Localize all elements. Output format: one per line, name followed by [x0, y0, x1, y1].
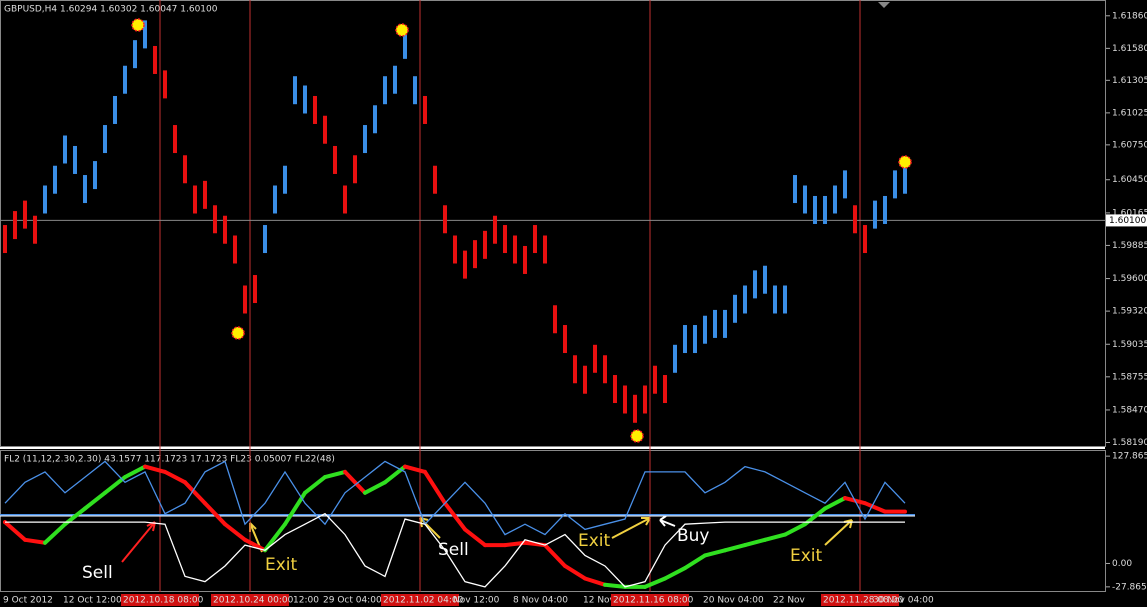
x-tick-label: 8 Nov 04:00: [513, 596, 568, 606]
oscillator-segment: [203, 501, 227, 527]
signal-star: [898, 155, 912, 169]
oscillator-segment: [303, 475, 327, 495]
oscillator-segment: [583, 576, 607, 587]
oscillator-segment: [123, 464, 147, 480]
y-tick-label: 1.61860: [1112, 11, 1147, 21]
oscillator-segment: [183, 480, 207, 506]
annotation: Buy: [677, 526, 710, 546]
oscillator-segment: [83, 490, 107, 511]
x-tick-label: 20 Nov 04:00: [703, 596, 764, 606]
oscillator-segment: [443, 501, 467, 532]
oscillator-segment: [43, 522, 67, 545]
y-tick-label: -27.8654: [1112, 582, 1147, 592]
current-price-box: [1106, 214, 1147, 227]
oscillator-segment: [23, 537, 47, 545]
scroll-icon: [878, 2, 890, 8]
x-tick-label: 12:00: [293, 596, 319, 606]
y-tick-label: 1.60450: [1112, 175, 1147, 185]
date-highlight: [821, 594, 899, 606]
oscillator-segment: [603, 582, 627, 589]
x-tick-label: 2012.11.02 04:00: [383, 596, 464, 606]
x-tick-label: Nov 12:00: [453, 596, 500, 606]
oscillator-segment: [763, 532, 787, 542]
oscillator-segment: [463, 527, 487, 548]
x-tick-label: 12 Oct 12:00: [63, 596, 122, 606]
signal-star: [231, 326, 245, 340]
annotation: Exit: [578, 531, 611, 551]
oscillator-segment: [543, 543, 567, 568]
x-tick-label: 29 Oct 04:00: [323, 596, 382, 606]
oscillator-segment: [263, 522, 287, 553]
x-tick-label: 30 Nov 04:00: [873, 596, 934, 606]
y-tick-label: 1.60165: [1112, 208, 1147, 218]
oscillator-segment: [3, 520, 27, 542]
y-tick-label: 1.58470: [1112, 405, 1147, 415]
annotation: Exit: [265, 555, 298, 575]
x-tick-label: 9 Oct 2012: [3, 596, 53, 606]
oscillator-segment: [783, 522, 807, 537]
annotation: Sell: [438, 540, 469, 560]
main-frame: [0, 0, 1106, 447]
y-tick-label: 1.59600: [1112, 274, 1147, 284]
oscillator-segment: [563, 563, 587, 581]
y-tick-label: 1.61580: [1112, 44, 1147, 54]
oscillator-segment: [363, 480, 387, 495]
y-tick-label: 1.59885: [1112, 241, 1147, 251]
y-tick-label: 1.61305: [1112, 76, 1147, 86]
oscillator-segment: [243, 537, 267, 553]
signal-star: [630, 429, 644, 443]
y-tick-label: 1.59320: [1112, 307, 1147, 317]
x-tick-label: 12 Nov: [583, 596, 616, 606]
annotation: Exit: [790, 546, 823, 566]
y-tick-label: 1.60750: [1112, 140, 1147, 150]
oscillator-segment: [163, 469, 187, 485]
oscillator-segment: [703, 548, 727, 558]
y-tick-label: 127.8654: [1112, 452, 1147, 462]
y-tick-label: 1.61025: [1112, 108, 1147, 118]
oscillator-line: [5, 512, 905, 588]
oscillator-segment: [863, 501, 887, 514]
x-tick-label: 2012.10.18 08:00: [123, 596, 204, 606]
main-title: GBPUSD,H4 1.60294 1.60302 1.60047 1.6010…: [4, 5, 218, 15]
x-tick-label: 2012.11.28 08:00: [823, 596, 904, 606]
date-highlight: [121, 594, 199, 606]
x-tick-label: 2012.11.16 08:00: [613, 596, 694, 606]
oscillator-segment: [683, 553, 707, 571]
oscillator-segment: [143, 464, 167, 474]
arrow: [659, 515, 676, 527]
oscillator-segment: [423, 469, 447, 506]
oscillator-segment: [223, 522, 247, 542]
y-tick-label: 1.58190: [1112, 438, 1147, 448]
oscillator-segment: [323, 469, 347, 480]
oscillator-segment: [823, 496, 847, 511]
oscillator-segment: [403, 464, 427, 474]
oscillator-segment: [663, 566, 687, 581]
oscillator-segment: [723, 543, 747, 553]
x-tick-label: 22 Nov: [773, 596, 806, 606]
oscillator-segment: [643, 576, 667, 589]
date-highlight: [611, 594, 689, 606]
x-tick-label: 2012.10.24 00:00: [213, 596, 294, 606]
current-price-label: 1.60100: [1109, 216, 1146, 226]
sub-frame: [0, 450, 1106, 592]
arrow: [611, 517, 651, 539]
y-tick-label: 0.00: [1112, 559, 1132, 569]
date-highlight: [211, 594, 289, 606]
annotation: Sell: [82, 563, 113, 583]
y-tick-label: 1.59035: [1112, 340, 1147, 350]
oscillator-line: [4, 460, 906, 536]
date-highlight: [381, 594, 459, 606]
oscillator-segment: [383, 464, 407, 485]
oscillator-segment: [743, 537, 767, 548]
signal-star: [131, 18, 145, 32]
y-tick-label: 1.58755: [1112, 372, 1147, 382]
oscillator-segment: [343, 469, 367, 495]
sub-title: FL2 (11,12,2.30,2.30) 43.1577 117.1723 1…: [4, 455, 335, 465]
signal-star: [395, 23, 409, 37]
